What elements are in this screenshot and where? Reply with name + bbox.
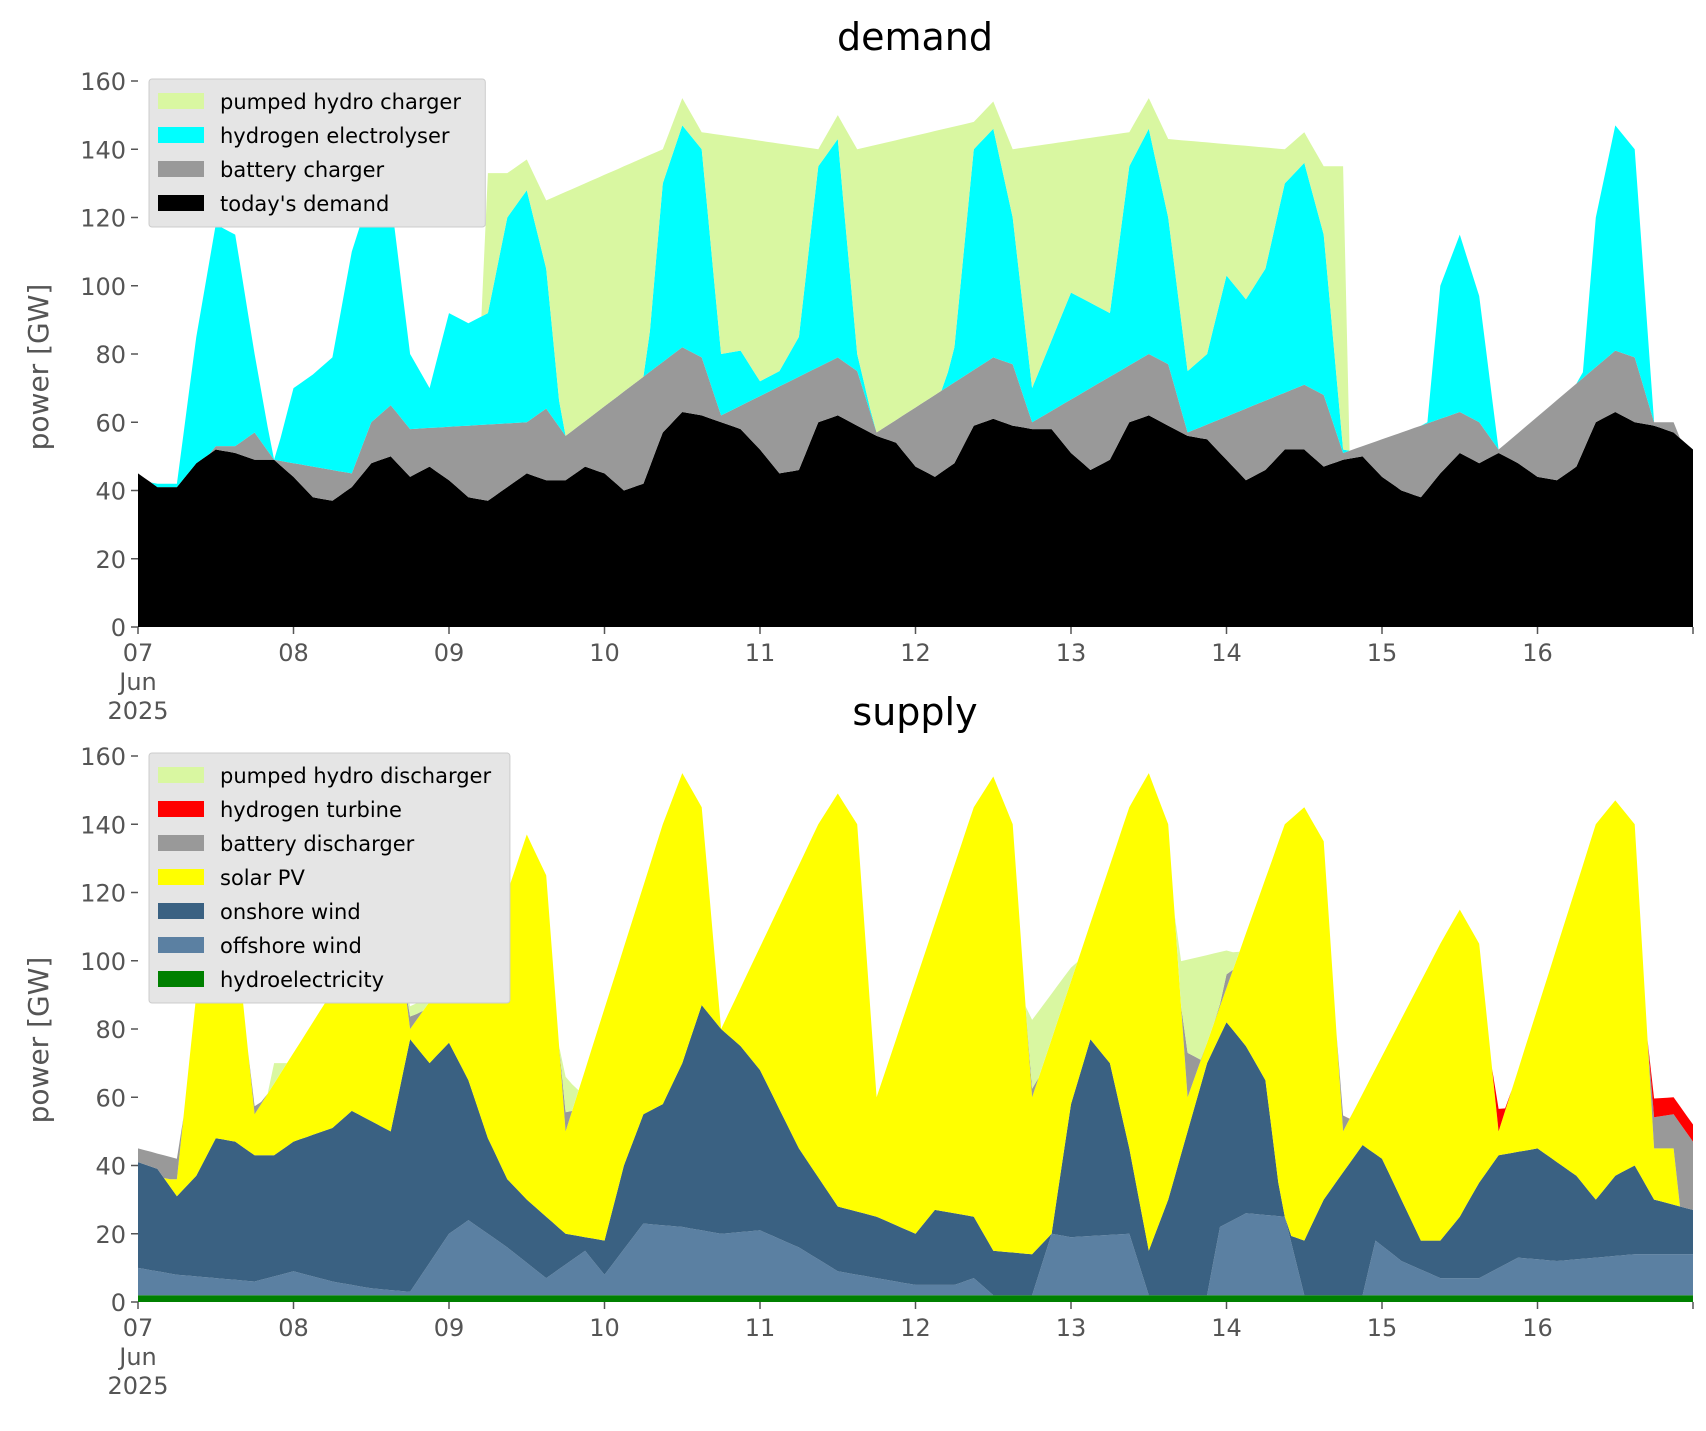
y-tick-label: 140 <box>80 136 126 164</box>
axes-group: 0 20 40 60 80 100 120 140 160 07 Jun 2025 08 09 10 11 12… <box>80 68 1694 725</box>
x-tick-label: 12 <box>900 1314 931 1342</box>
x-tick-label: 07 Jun 2025 <box>107 639 168 725</box>
legend-box <box>148 78 486 228</box>
chart-title: supply <box>852 690 977 734</box>
x-tick-label: 13 <box>1056 639 1087 667</box>
legend-swatch-onshore-wind <box>158 903 204 919</box>
x-tick-label: 09 <box>434 639 465 667</box>
y-axis-label: power [GW] <box>22 957 55 1124</box>
legend-swatch-battery-discharger <box>158 835 204 851</box>
legend-label-battery-discharger: battery discharger <box>220 832 415 856</box>
area-offshore-wind <box>138 1213 1693 1296</box>
x-tick-label: 14 <box>1211 639 1242 667</box>
area-pumped-hydro-charger <box>138 98 1693 484</box>
x-tick-label: 10 <box>589 1314 620 1342</box>
legend-swatch-offshore-wind <box>158 937 204 953</box>
y-tick-label: 0 <box>111 614 126 642</box>
x-tick-label: 15 <box>1367 1314 1398 1342</box>
y-tick-label: 100 <box>80 948 126 976</box>
y-tick-label: 60 <box>95 409 126 437</box>
legend: pumped hydro discharger hydrogen turbine b… <box>148 752 511 1004</box>
legend-swatch-hydrogen-turbine <box>158 801 204 817</box>
x-tick-label: 12 <box>900 639 931 667</box>
y-tick-label: 160 <box>80 68 126 96</box>
y-tick-label: 120 <box>80 205 126 233</box>
x-tick-label: 11 <box>745 639 776 667</box>
y-tick-label: 100 <box>80 273 126 301</box>
area-battery-charger <box>138 347 1693 501</box>
y-tick-label: 20 <box>95 546 126 574</box>
y-tick-label: 80 <box>95 1016 126 1044</box>
x-tick-label: 15 <box>1367 639 1398 667</box>
legend: pumped hydro charger hydrogen electrolyse… <box>148 78 486 228</box>
legend-swatch-hydrogen-electrolyser <box>158 127 204 143</box>
legend-swatch-battery-charger <box>158 161 204 177</box>
area-onshore-wind <box>138 1005 1693 1296</box>
legend-label-today-s-demand: today's demand <box>220 192 389 216</box>
x-tick-label: 09 <box>434 1314 465 1342</box>
legend-label-offshore-wind: offshore wind <box>220 934 362 958</box>
area-solar-pv <box>138 773 1693 1255</box>
legend-swatch-today-s-demand <box>158 195 204 211</box>
y-tick-label: 40 <box>95 478 126 506</box>
y-tick-label: 140 <box>80 811 126 839</box>
y-tick-label: 120 <box>80 880 126 908</box>
x-tick-label: 14 <box>1211 1314 1242 1342</box>
legend-label-pumped-hydro-discharger: pumped hydro discharger <box>220 764 491 788</box>
legend-label-hydroelectricity: hydroelectricity <box>220 968 384 992</box>
legend-label-battery-charger: battery charger <box>220 158 385 182</box>
y-tick-label: 40 <box>95 1153 126 1181</box>
x-tick-label: 16 <box>1522 639 1553 667</box>
x-tick-label: 16 <box>1522 1314 1553 1342</box>
legend-label-solar-pv: solar PV <box>220 866 305 890</box>
y-tick-label: 80 <box>95 341 126 369</box>
area-hydroelectricity <box>138 1295 1693 1302</box>
chart-title: demand <box>837 15 993 59</box>
x-tick-label: 11 <box>745 1314 776 1342</box>
demand-chart: demand power [GW] 0204060801001201401600… <box>22 15 1694 725</box>
y-tick-label: 160 <box>80 743 126 771</box>
legend-label-pumped-hydro-charger: pumped hydro charger <box>220 90 461 114</box>
x-tick-label: 07 Jun 2025 <box>107 1314 168 1400</box>
legend-label-onshore-wind: onshore wind <box>220 900 361 924</box>
legend-swatch-hydroelectricity <box>158 971 204 987</box>
legend-swatch-pumped-hydro-discharger <box>158 767 204 783</box>
legend-swatch-pumped-hydro-charger <box>158 93 204 109</box>
area-today-s-demand <box>138 412 1693 627</box>
y-axis-label: power [GW] <box>22 284 55 451</box>
x-tick-label: 08 <box>278 1314 309 1342</box>
legend-box <box>148 752 511 1004</box>
area-series-group <box>138 773 1693 1302</box>
x-tick-label: 10 <box>589 639 620 667</box>
y-tick-label: 60 <box>95 1084 126 1112</box>
x-tick-label: 13 <box>1056 1314 1087 1342</box>
supply-chart: supply power [GW] 0204060801001201401600… <box>22 690 1694 1400</box>
y-tick-label: 20 <box>95 1221 126 1249</box>
area-hydrogen-electrolyser <box>138 125 1693 488</box>
legend-label-hydrogen-turbine: hydrogen turbine <box>220 798 402 822</box>
legend-swatch-solar-pv <box>158 869 204 885</box>
x-tick-label: 08 <box>278 639 309 667</box>
area-series-group <box>138 98 1693 627</box>
axes-group: 0 20 40 60 80 100 120 140 160 07 Jun 2025 08 09 10 11 12… <box>80 743 1694 1400</box>
y-tick-label: 0 <box>111 1289 126 1317</box>
legend-label-hydrogen-electrolyser: hydrogen electrolyser <box>220 124 450 148</box>
